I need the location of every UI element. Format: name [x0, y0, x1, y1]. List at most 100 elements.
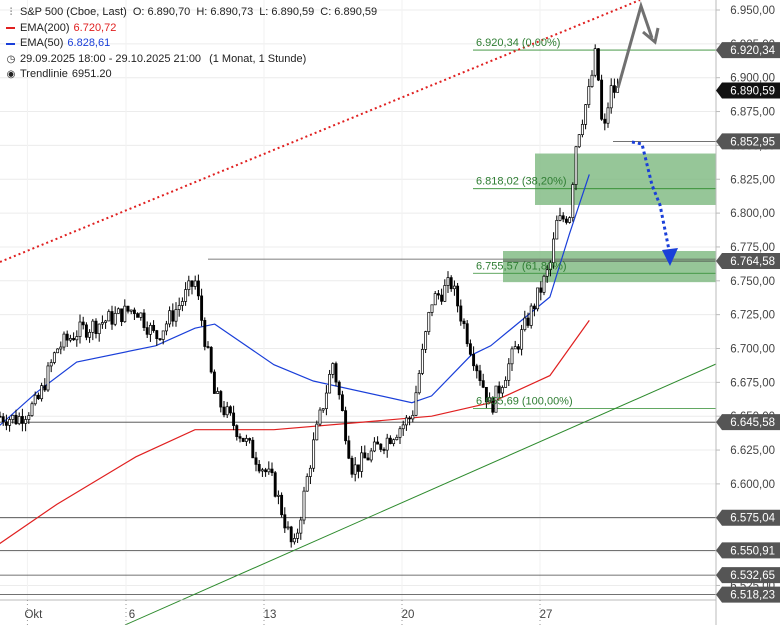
candle-body — [337, 381, 341, 396]
candle-body — [248, 438, 252, 441]
candle-body — [475, 365, 479, 372]
price-tag-bg — [716, 567, 780, 584]
legend-ema200[interactable]: EMA(200) 6.720,72 — [6, 21, 377, 37]
symbol-title[interactable]: S&P 500 (Cboe, Last) — [20, 6, 127, 18]
candle-body — [529, 305, 533, 326]
fib-zone — [535, 153, 716, 205]
candle-body — [43, 385, 47, 391]
candle-body — [411, 414, 415, 420]
candle-body — [350, 457, 354, 475]
candle-body — [200, 295, 204, 321]
candle-body — [4, 421, 8, 426]
candle-body — [443, 285, 447, 302]
candle-body — [65, 333, 69, 341]
candle-body — [363, 452, 367, 459]
ema50-value: 6.828,61 — [67, 37, 111, 49]
candle-body — [264, 469, 268, 473]
candle-body — [148, 324, 152, 335]
candle-body — [62, 333, 66, 348]
candle-body — [113, 313, 117, 325]
y-tick-label: 6.800,00 — [730, 208, 775, 220]
legend-ema50[interactable]: EMA(50) 6.828,61 — [6, 36, 377, 52]
candle-body — [308, 467, 312, 477]
candle-body — [392, 439, 396, 444]
y-tick-label: 6.600,00 — [730, 479, 775, 491]
candle-body — [462, 320, 466, 325]
candle-body — [388, 437, 392, 444]
candle-body — [401, 424, 405, 430]
candle-body — [590, 74, 594, 87]
price-tag-bg — [716, 586, 780, 603]
candle-body — [603, 118, 607, 124]
candle-body — [30, 403, 34, 416]
upper-trendline — [0, 0, 641, 263]
y-tick-label: 6.825,00 — [730, 174, 775, 186]
candle-body — [504, 380, 508, 388]
price-tag-label: 6.575,04 — [730, 513, 775, 525]
candle-body — [545, 269, 549, 277]
ema200-swatch — [6, 27, 15, 30]
candle-body — [104, 320, 108, 323]
candle-body — [238, 436, 242, 439]
period-label: (1 Monat, 1 Stunde) — [209, 52, 307, 65]
candle-body — [580, 124, 584, 136]
candle-body — [8, 419, 12, 426]
candle-body — [296, 532, 300, 539]
candle-body — [507, 363, 511, 381]
high-value: H: 6.890,73 — [196, 6, 254, 18]
legend-trendline[interactable]: ◉ Trendlinie 6951.20 — [6, 67, 377, 83]
candle-body — [270, 468, 274, 474]
candle-body — [20, 416, 24, 424]
fib-label: 6.755,57 (61,80%) — [476, 260, 567, 272]
chart-legend: ⫶ S&P 500 (Cboe, Last) O: 6.890,70 H: 6.… — [6, 5, 377, 83]
legend-range: ◷ 29.09.2025 18:00 - 29.10.2025 21:00 (1… — [6, 52, 377, 68]
candle-body — [315, 423, 319, 441]
candle-body — [568, 217, 572, 223]
candle-body — [260, 469, 264, 472]
candle-body — [369, 450, 373, 461]
candle-body — [542, 275, 546, 293]
price-tag-bg — [716, 414, 780, 431]
time-axis[interactable]: Okt 6 13 20 27 — [0, 599, 716, 625]
candle-body — [353, 464, 357, 475]
candle-body — [372, 441, 376, 452]
candle-body — [596, 48, 600, 81]
candle-body — [129, 309, 133, 312]
candle-body — [155, 330, 159, 339]
price-tag: 6.920,34 — [716, 42, 780, 59]
candle-body — [219, 391, 223, 408]
candle-body — [366, 457, 370, 461]
target-icon: ◉ — [6, 69, 16, 80]
candle-body — [88, 331, 92, 338]
candle-body — [1, 416, 5, 423]
candle-body — [305, 476, 309, 492]
candle-body — [84, 324, 88, 338]
candle-body — [97, 323, 101, 334]
candle-body — [299, 519, 303, 534]
candle-body — [46, 365, 50, 391]
trendline-label: Trendlinie — [20, 68, 68, 80]
y-tick-label: 6.875,00 — [730, 107, 775, 119]
price-tag-label: 6.920,34 — [730, 45, 775, 57]
price-tag-label: 6.550,91 — [730, 545, 775, 557]
candle-body — [427, 312, 431, 332]
candle-body — [36, 394, 40, 400]
candle-body — [452, 285, 456, 290]
candle-body — [593, 48, 597, 76]
candle-body — [539, 287, 543, 293]
candle-body — [478, 370, 482, 381]
candle-body — [52, 352, 56, 363]
candle-body — [382, 449, 386, 451]
candle-body — [491, 397, 495, 413]
clock-icon: ◷ — [6, 53, 16, 65]
candle-body — [430, 304, 434, 313]
candle-body — [81, 321, 85, 326]
candle-body — [433, 293, 437, 306]
y-tick-label: 6.750,00 — [730, 276, 775, 288]
ema200-line — [0, 320, 590, 545]
price-tag-bg — [716, 133, 780, 150]
candle-body — [17, 416, 21, 425]
candle-body — [436, 293, 440, 296]
candle-body — [222, 406, 226, 416]
